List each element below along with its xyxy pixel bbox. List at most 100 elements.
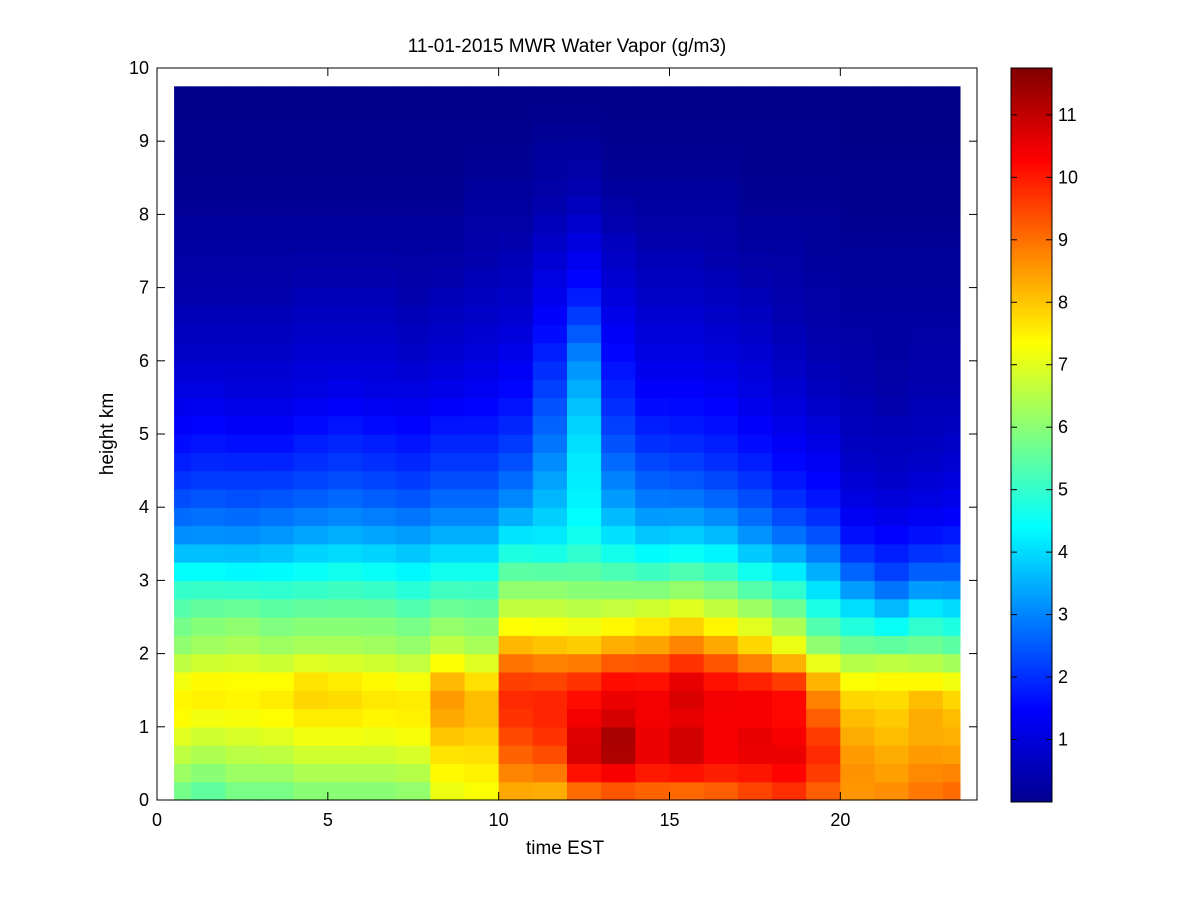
heatmap-cell (772, 415, 807, 435)
heatmap-cell (806, 251, 841, 270)
heatmap-cell (225, 708, 261, 728)
heatmap-cell (601, 598, 636, 618)
heatmap-cell (225, 653, 261, 673)
heatmap-cell (532, 434, 568, 453)
heatmap-cell (396, 397, 431, 417)
heatmap-cell (464, 104, 500, 124)
heatmap-cell (669, 196, 705, 215)
heatmap-cell (703, 598, 739, 618)
heatmap-cell (772, 159, 807, 179)
heatmap-cell (327, 708, 363, 728)
heatmap-cell (498, 287, 534, 307)
heatmap-cell (498, 617, 534, 636)
heatmap-cell (191, 214, 226, 234)
heatmap-cell (396, 562, 431, 581)
heatmap-cell (806, 470, 841, 490)
heatmap-cell (396, 726, 431, 746)
heatmap-cell (362, 488, 397, 508)
heatmap-cell (293, 708, 329, 728)
heatmap-cell (532, 690, 568, 710)
heatmap-cell (225, 745, 261, 764)
heatmap-cell (191, 434, 226, 453)
heatmap-cell (601, 141, 636, 161)
heatmap-cell (532, 177, 568, 197)
heatmap-cell (498, 159, 534, 179)
heatmap-cell (703, 305, 739, 325)
heatmap-cell (293, 543, 329, 563)
heatmap-cell (908, 507, 944, 527)
heatmap-cell (669, 269, 705, 289)
heatmap-cell (874, 781, 910, 801)
heatmap-cell (567, 177, 602, 197)
heatmap-cell (327, 763, 363, 783)
heatmap-cell (327, 434, 363, 453)
heatmap-cell (191, 360, 226, 380)
heatmap-cell (259, 269, 295, 289)
heatmap-cell (362, 379, 397, 398)
heatmap-cell (259, 360, 295, 380)
heatmap-cell (259, 324, 295, 344)
heatmap-cell (908, 708, 944, 728)
heatmap-cell (669, 470, 705, 490)
heatmap-cell (874, 379, 910, 398)
colorbar-tick-label: 6 (1058, 417, 1068, 437)
heatmap-cell (703, 159, 739, 179)
heatmap-cell (498, 360, 534, 380)
heatmap-cell (703, 122, 739, 142)
heatmap-cell (293, 488, 329, 508)
heatmap-cell (362, 342, 397, 362)
heatmap-cell (840, 543, 876, 563)
heatmap-cell (174, 635, 192, 655)
heatmap-cell (396, 159, 431, 179)
heatmap-cell (174, 470, 192, 490)
heatmap-cell (840, 86, 876, 106)
heatmap-cell (498, 232, 534, 252)
heatmap-cell (601, 232, 636, 252)
heatmap-cell (737, 763, 773, 783)
heatmap-cell (567, 86, 602, 106)
heatmap-cell (464, 122, 500, 142)
heatmap-cell (942, 305, 961, 325)
heatmap-cell (840, 251, 876, 270)
heatmap-cell (396, 745, 431, 764)
heatmap-cell (293, 635, 329, 655)
heatmap-cell (942, 488, 961, 508)
heatmap-cell (327, 543, 363, 563)
heatmap-cell (259, 141, 295, 161)
heatmap-cell (396, 525, 431, 545)
heatmap-cell (772, 726, 807, 746)
colorbar-tick-label: 3 (1058, 605, 1068, 625)
heatmap-cell (532, 763, 568, 783)
heatmap-cell (532, 726, 568, 746)
heatmap-cell (464, 232, 500, 252)
heatmap-cell (567, 617, 602, 636)
heatmap-cell (293, 305, 329, 325)
heatmap-cell (737, 726, 773, 746)
heatmap-cell (225, 763, 261, 783)
heatmap-cell (806, 379, 841, 398)
heatmap-cell (327, 653, 363, 673)
heatmap-cell (225, 507, 261, 527)
heatmap-cell (191, 232, 226, 252)
heatmap-cell (362, 214, 397, 234)
heatmap-cell (806, 452, 841, 472)
heatmap-cell (293, 342, 329, 362)
heatmap-cell (703, 287, 739, 307)
heatmap-cell (191, 781, 226, 801)
heatmap-cell (703, 726, 739, 746)
heatmap-cell (567, 653, 602, 673)
heatmap-cell (430, 159, 466, 179)
heatmap-cell (327, 141, 363, 161)
heatmap-cell (498, 122, 534, 142)
heatmap-cell (567, 562, 602, 581)
heatmap-cell (669, 177, 705, 197)
heatmap-cell (464, 726, 500, 746)
heatmap-cell (498, 214, 534, 234)
heatmap-cell (703, 635, 739, 655)
heatmap-cell (430, 434, 466, 453)
heatmap-cell (635, 196, 671, 215)
x-tick-label: 10 (489, 810, 509, 830)
heatmap-cell (942, 745, 961, 764)
heatmap-cell (772, 305, 807, 325)
heatmap-cell (737, 269, 773, 289)
